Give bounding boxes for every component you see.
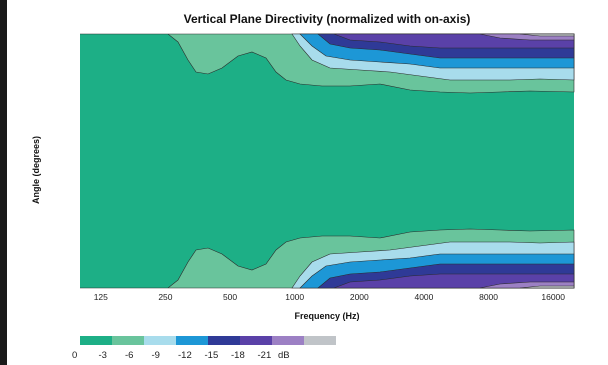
legend-swatch (112, 336, 144, 345)
color-legend (80, 336, 336, 345)
legend-label: dB (278, 350, 290, 361)
legend-label: -21 (257, 350, 272, 361)
legend-swatch (176, 336, 208, 345)
contour-bands-bottom (80, 228, 575, 289)
contour-bands-top (80, 33, 575, 94)
legend-label: -12 (178, 350, 192, 361)
contour-band-top-neg21 (519, 33, 575, 37)
legend-swatch (144, 336, 176, 345)
legend-label: -9 (151, 350, 160, 361)
legend-swatch (240, 336, 272, 345)
x-axis-label: Frequency (Hz) (294, 311, 360, 321)
x-tick-label: 1000 (285, 292, 305, 302)
x-tick-label: 250 (158, 292, 173, 302)
x-tick-label: 500 (222, 292, 238, 302)
legend-label: 0 (72, 350, 78, 361)
legend-swatch (304, 336, 336, 345)
legend-label: -3 (98, 350, 107, 361)
x-tick-label: 16000 (541, 292, 566, 302)
legend-label: -6 (125, 350, 134, 361)
x-tick-label: 2000 (349, 292, 369, 302)
x-tick-label: 125 (93, 292, 108, 302)
chart-title: Vertical Plane Directivity (normalized w… (183, 12, 471, 26)
left-edge-bar (0, 0, 7, 365)
legend-label: -18 (231, 350, 245, 361)
x-tick-label: 4000 (414, 292, 434, 302)
x-tick-label: 8000 (479, 292, 499, 302)
legend-swatch (208, 336, 240, 345)
legend-swatch (272, 336, 304, 345)
contour-band-bottom-neg21 (519, 285, 575, 289)
legend-label: -15 (204, 350, 219, 361)
legend-swatch (80, 336, 112, 345)
